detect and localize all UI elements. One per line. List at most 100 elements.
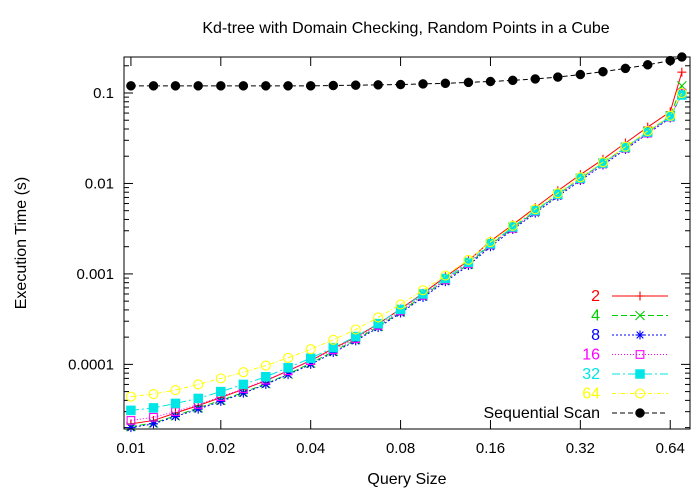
data-point (440, 270, 451, 281)
y-axis-title: Execution Time (s) (13, 177, 30, 309)
data-point (238, 81, 249, 91)
legend-item: 2 (591, 288, 668, 305)
data-point (620, 63, 631, 74)
chart-title: Kd-tree with Domain Checking, Random Poi… (202, 20, 609, 37)
plot-frame (123, 56, 691, 430)
legend: 2 4 8 16 32 64 Sequential Scan (483, 288, 668, 422)
legend-marker (635, 291, 645, 301)
legend-label: Sequential Scan (483, 405, 600, 422)
legend-label: 8 (591, 327, 600, 344)
y-tick-label: 0.001 (76, 266, 114, 283)
x-tick-label: 0.04 (296, 440, 325, 457)
data-point (530, 204, 541, 215)
legend-item: 32 (582, 366, 668, 383)
data-point (553, 72, 563, 82)
data-point (126, 405, 136, 416)
data-point (328, 80, 339, 91)
data-point (193, 81, 203, 91)
data-point (530, 74, 540, 84)
data-point (598, 66, 608, 77)
data-point (283, 352, 294, 363)
data-point (193, 379, 204, 390)
data-point (261, 81, 271, 91)
legend-marker (634, 388, 646, 399)
legend-label: 32 (582, 366, 600, 383)
legend-marker (635, 408, 645, 418)
data-point (261, 371, 271, 382)
legend-marker (635, 330, 645, 340)
data-point (485, 76, 496, 87)
data-point (125, 391, 136, 402)
data-point (620, 141, 631, 152)
data-point (350, 331, 361, 342)
data-point (665, 55, 675, 66)
y-tick-label: 0.01 (85, 175, 114, 192)
data-point (395, 79, 406, 90)
data-point (665, 110, 676, 121)
data-point (642, 60, 653, 70)
y-tick-label: 0.1 (93, 85, 114, 102)
data-point (507, 75, 518, 86)
legend-marker (635, 369, 645, 379)
series-line (130, 92, 683, 421)
data-point (328, 334, 339, 345)
legend-label: 2 (591, 288, 600, 305)
data-point (677, 67, 687, 77)
data-point (350, 324, 361, 335)
legend-label: 16 (582, 347, 600, 364)
data-point (350, 80, 361, 90)
series-64 (125, 87, 687, 402)
legend-item: 4 (591, 308, 668, 325)
legend-label: 4 (591, 308, 600, 325)
data-point (373, 318, 383, 329)
data-point (126, 81, 136, 91)
x-tick-label: 0.32 (566, 440, 595, 457)
data-point (126, 416, 136, 425)
data-point (193, 404, 203, 414)
x-tick-label: 0.64 (656, 440, 685, 457)
legend-label: 64 (582, 386, 600, 403)
x-tick-label: 0.01 (116, 440, 145, 457)
data-point (440, 78, 451, 89)
x-tick-label: 0.02 (206, 440, 235, 457)
legend-item: 16 (582, 347, 668, 364)
data-point (575, 172, 586, 183)
series-layer (125, 52, 687, 433)
data-point (238, 379, 249, 390)
data-point (148, 81, 159, 91)
x-tick-label: 0.08 (386, 440, 415, 457)
data-point (575, 69, 586, 80)
data-point (148, 388, 159, 400)
legend-marker (635, 350, 645, 359)
data-point (642, 125, 653, 137)
data-point (418, 289, 428, 299)
data-point (170, 412, 180, 422)
x-tick-label: 0.16 (476, 440, 505, 457)
data-point (193, 393, 203, 404)
data-point (305, 353, 316, 363)
data-point (328, 342, 339, 353)
data-point (283, 362, 293, 373)
series-sequential-scan (126, 52, 687, 91)
data-point (148, 403, 159, 413)
data-point (238, 388, 248, 398)
data-point (463, 254, 474, 265)
data-point (677, 90, 687, 100)
data-point (216, 396, 226, 406)
legend-item: Sequential Scan (483, 405, 668, 422)
data-point (170, 81, 181, 91)
data-point (170, 385, 181, 396)
series-line (130, 92, 683, 398)
data-point (676, 87, 687, 99)
data-point (170, 398, 181, 409)
data-point (305, 81, 316, 91)
data-point (373, 312, 384, 323)
data-point (215, 373, 226, 384)
data-point (149, 412, 158, 422)
y-tick-label: 0.0001 (68, 356, 114, 373)
data-point (216, 386, 226, 397)
data-point (373, 80, 383, 90)
data-point (552, 188, 563, 199)
